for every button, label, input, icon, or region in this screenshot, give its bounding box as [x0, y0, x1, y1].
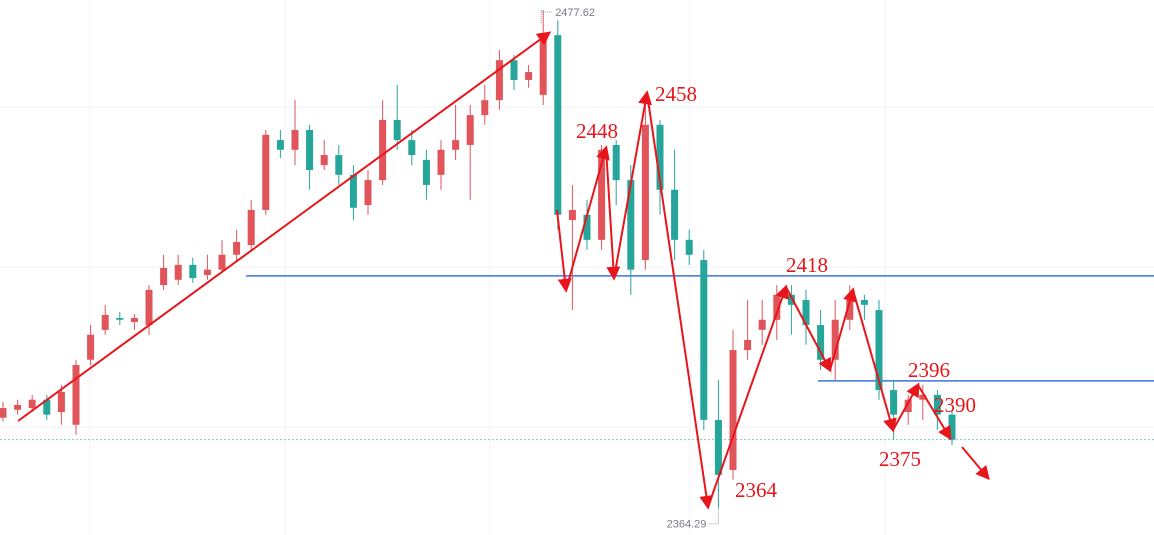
- wave-arrow: [829, 287, 857, 371]
- candle-body: [364, 180, 372, 206]
- candle-body: [948, 414, 956, 440]
- wave-arrow: [613, 90, 652, 279]
- candle-body: [890, 390, 898, 415]
- candle-body: [495, 60, 503, 101]
- candle-body: [87, 334, 95, 360]
- candle-body: [466, 115, 474, 145]
- wave-arrow: [892, 382, 920, 431]
- candle-body: [744, 339, 752, 351]
- max-connector: [540, 10, 554, 25]
- annotation: 2418: [786, 253, 828, 277]
- max-label: 2477.62: [555, 7, 595, 19]
- candle-body: [116, 318, 124, 320]
- candle-body: [919, 394, 927, 400]
- candle-body: [583, 214, 591, 240]
- candle-body: [685, 239, 693, 255]
- candle-body: [627, 180, 635, 270]
- candle-body: [860, 300, 868, 305]
- candle-body: [247, 209, 255, 246]
- candle-body: [437, 149, 445, 175]
- candle-body: [641, 124, 649, 261]
- candle-body: [189, 264, 197, 279]
- candle-body: [203, 269, 211, 275]
- candle-body: [656, 124, 664, 190]
- candle-body: [422, 159, 430, 185]
- candle-body: [875, 310, 883, 391]
- candle-body: [160, 267, 168, 286]
- candle-body: [291, 130, 299, 150]
- candle-body: [700, 260, 708, 420]
- wave-arrow: [605, 147, 621, 281]
- wave-arrow: [556, 209, 572, 293]
- candle-body: [510, 60, 518, 80]
- candle-body: [598, 149, 606, 240]
- candle-body: [671, 189, 679, 240]
- wave-arrow: [785, 286, 832, 373]
- candle-body: [758, 319, 766, 330]
- annotation: 2448: [576, 119, 618, 143]
- candle-body: [831, 319, 839, 360]
- candle-body: [43, 399, 51, 415]
- candle-body: [714, 419, 722, 475]
- candles: 2477.62 2364.29: [0, 7, 956, 531]
- candle-body: [218, 254, 226, 270]
- candle-body: [568, 209, 576, 221]
- candle-body: [539, 35, 547, 95]
- forecast-arrow: [961, 446, 990, 481]
- annotation: 2458: [655, 82, 697, 106]
- candle-body: [130, 318, 138, 322]
- candle-body: [320, 155, 328, 166]
- annotation: 2364: [735, 478, 778, 502]
- candle-body: [612, 144, 620, 181]
- candle-body: [481, 100, 489, 116]
- candle-body: [262, 134, 270, 210]
- wave-arrow: [852, 289, 897, 433]
- candle-body: [276, 140, 284, 150]
- candle-body: [393, 119, 401, 141]
- min-label: 2364.29: [667, 519, 707, 531]
- candle-body: [28, 399, 36, 409]
- candle-body: [729, 350, 737, 470]
- candle-body: [904, 399, 912, 413]
- candle-body: [306, 130, 314, 170]
- candle-body: [452, 140, 460, 150]
- candle-body: [72, 365, 80, 425]
- candle-body: [554, 35, 562, 215]
- candle-body: [802, 300, 810, 326]
- annotation: 2390: [934, 393, 976, 417]
- wave-arrow: [565, 145, 610, 291]
- candle-body: [525, 72, 533, 80]
- candle-body: [379, 119, 387, 181]
- candle-body: [335, 155, 343, 175]
- levels: [0, 275, 1154, 441]
- candle-body: [349, 174, 357, 208]
- candle-body: [233, 242, 241, 255]
- candle-body: [14, 404, 22, 410]
- candle-body: [145, 289, 153, 326]
- candle-body: [817, 325, 825, 360]
- annotations: 2448 2458 2418 2396 2390 2375 2364: [576, 82, 976, 502]
- candle-body: [57, 391, 65, 413]
- wave-arrow: [917, 384, 952, 441]
- candle-body: [408, 140, 416, 156]
- candle-body: [0, 408, 7, 418]
- candle-body: [773, 294, 781, 320]
- annotation: 2396: [908, 358, 950, 382]
- candle-body: [846, 300, 854, 320]
- arrows: [17, 31, 990, 510]
- trend-arrow: [17, 31, 552, 422]
- candle-body: [787, 294, 795, 305]
- candle-body: [174, 264, 182, 280]
- annotation: 2375: [879, 447, 921, 471]
- min-connector: [708, 507, 719, 525]
- wave-arrow: [646, 92, 714, 510]
- wave-arrow: [707, 284, 789, 508]
- candle-body: [101, 314, 109, 330]
- candle-body: [933, 394, 941, 415]
